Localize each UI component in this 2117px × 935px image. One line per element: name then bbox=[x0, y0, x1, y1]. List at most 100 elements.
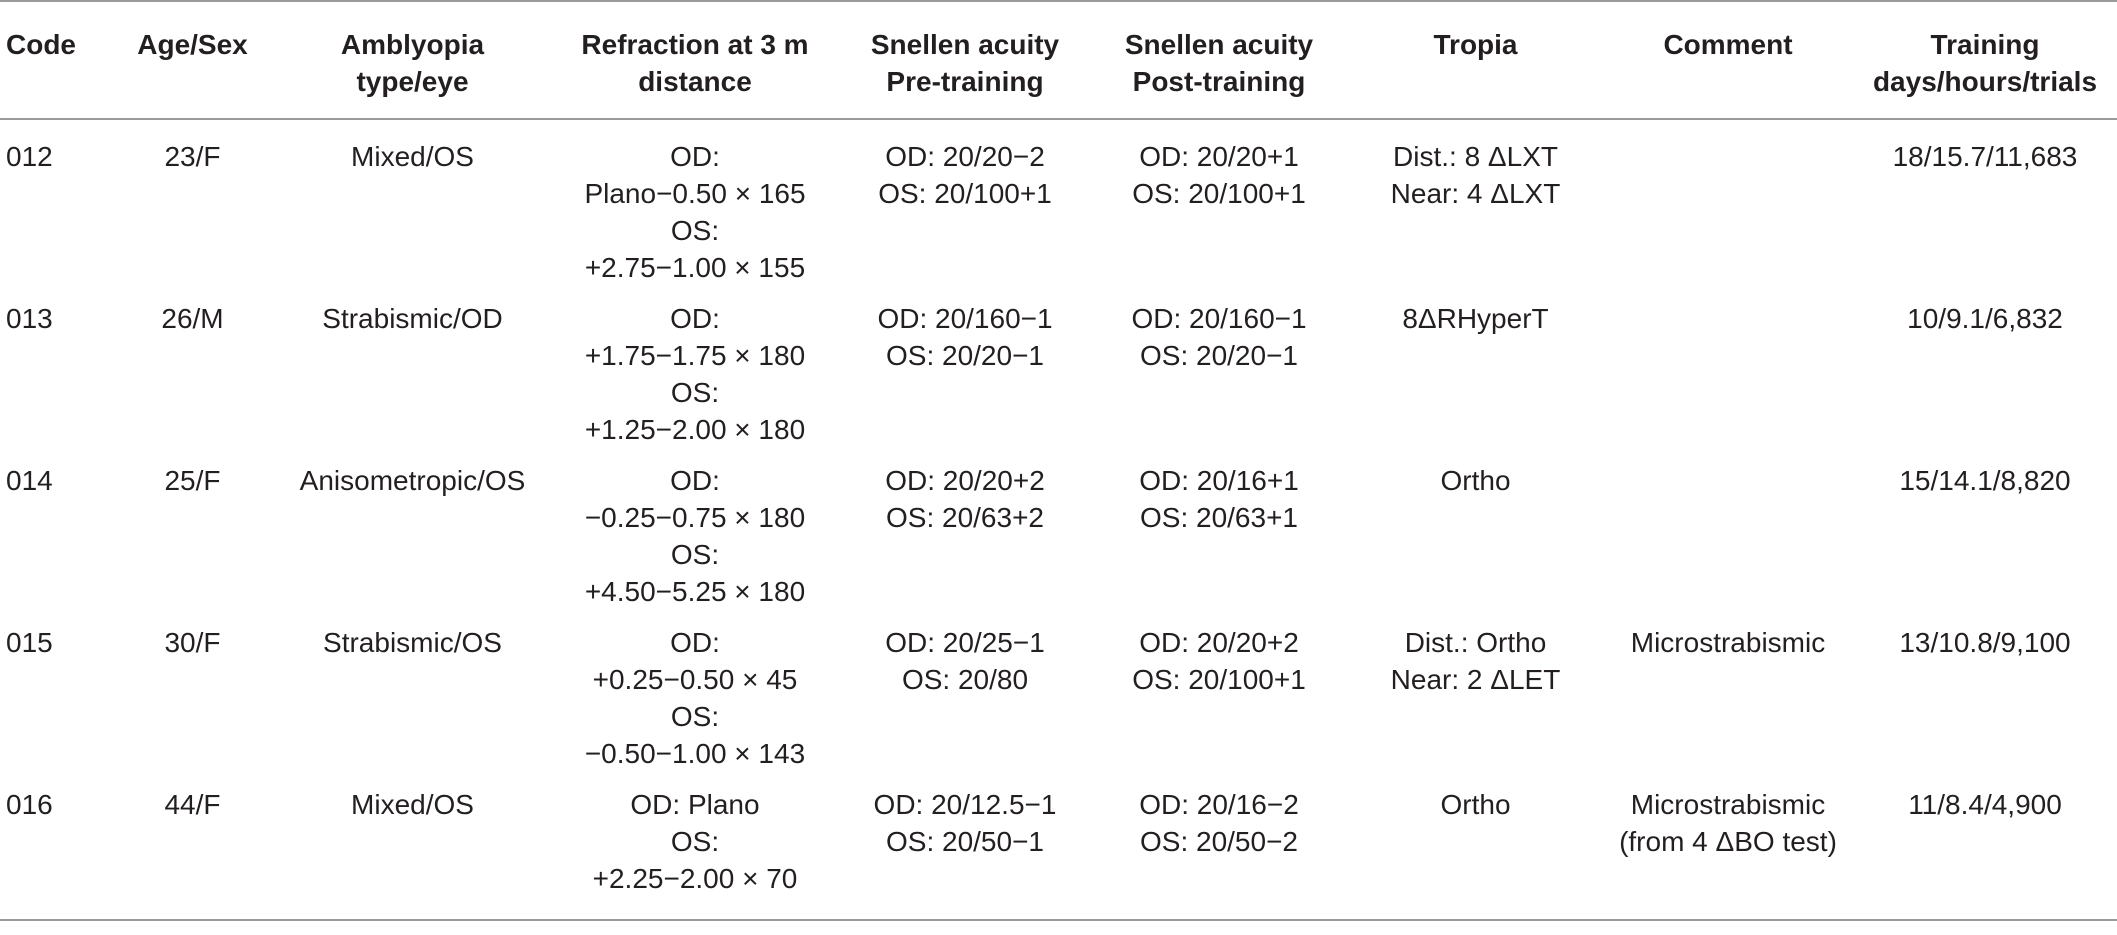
cell-refraction: OD: +0.25−0.50 × 45 OS: −0.50−1.00 × 143 bbox=[550, 624, 840, 786]
table-header: Code Age/Sex Amblyopia type/eye Refraction a… bbox=[0, 0, 2117, 120]
cell-text: 11/8.4/4,900 bbox=[1908, 789, 2062, 820]
cell-post-training: OD: 20/16−2 OS: 20/50−2 bbox=[1090, 786, 1348, 921]
cell-text: OD: 20/16−2 bbox=[1139, 789, 1299, 820]
cell-text: OS: bbox=[670, 701, 720, 732]
cell-text: Dist.: 8 ΔLXT bbox=[1393, 141, 1558, 172]
table-row: 013 26/M Strabismic/OD OD: +1.75−1.75 × 180 O… bbox=[0, 300, 2117, 462]
cell-text: OS: 20/63+2 bbox=[885, 502, 1044, 533]
cell-text: Strabismic/OD bbox=[322, 303, 503, 334]
cell-text: Mixed/OS bbox=[351, 141, 474, 172]
cell-text: Anisometropic/OS bbox=[299, 465, 526, 496]
column-header-training: Training days/hours/trials bbox=[1853, 0, 2117, 120]
cell-age-sex: 26/M bbox=[110, 300, 275, 462]
cell-text: OD: bbox=[670, 627, 720, 658]
cell-post-training: OD: 20/160−1 OS: 20/20−1 bbox=[1090, 300, 1348, 462]
cell-text: OS: bbox=[670, 215, 720, 246]
column-header-comment: Comment bbox=[1603, 0, 1853, 120]
cell-text: OD: 20/20+2 bbox=[1139, 627, 1299, 658]
cell-text: OD: bbox=[670, 303, 720, 334]
cell-text: OS: 20/100+1 bbox=[1132, 664, 1306, 695]
cell-amblyopia: Mixed/OS bbox=[275, 119, 550, 300]
cell-refraction: OD: Plano−0.50 × 165 OS: +2.75−1.00 × 155 bbox=[550, 119, 840, 300]
cell-age-sex: 30/F bbox=[110, 624, 275, 786]
column-header-text: Snellen acuity bbox=[1124, 29, 1314, 60]
cell-text: Microstrabismic bbox=[1630, 789, 1826, 820]
column-header-code: Code bbox=[0, 0, 110, 120]
cell-text: +0.25−0.50 × 45 bbox=[592, 664, 798, 695]
table-row: 012 23/F Mixed/OS OD: Plano−0.50 × 165 OS: +2.… bbox=[0, 119, 2117, 300]
cell-text: OS: bbox=[670, 826, 720, 857]
cell-text: 012 bbox=[6, 141, 53, 172]
cell-text: Mixed/OS bbox=[351, 789, 474, 820]
cell-text: OD: Plano bbox=[630, 789, 760, 820]
cell-text: OD: 20/25−1 bbox=[885, 627, 1045, 658]
cell-text: 15/14.1/8,820 bbox=[1899, 465, 2071, 496]
cell-refraction: OD: +1.75−1.75 × 180 OS: +1.25−2.00 × 180 bbox=[550, 300, 840, 462]
cell-text: 26/M bbox=[161, 303, 224, 334]
cell-post-training: OD: 20/16+1 OS: 20/63+1 bbox=[1090, 462, 1348, 624]
cell-text: 015 bbox=[6, 627, 53, 658]
cell-pre-training: OD: 20/20−2 OS: 20/100+1 bbox=[840, 119, 1090, 300]
cell-text: OS: 20/20−1 bbox=[885, 340, 1044, 371]
cell-text: OS: 20/80 bbox=[901, 664, 1029, 695]
cell-text: 13/10.8/9,100 bbox=[1899, 627, 2071, 658]
cell-text: Ortho bbox=[1440, 789, 1511, 820]
cell-code: 013 bbox=[0, 300, 110, 462]
cell-age-sex: 25/F bbox=[110, 462, 275, 624]
column-header-text: Pre-training bbox=[886, 66, 1044, 97]
cell-text: −0.50−1.00 × 143 bbox=[584, 738, 806, 769]
cell-text: OD: 20/20−2 bbox=[885, 141, 1045, 172]
cell-code: 012 bbox=[0, 119, 110, 300]
cell-text: 44/F bbox=[164, 789, 221, 820]
cell-tropia: Ortho bbox=[1348, 786, 1603, 921]
cell-text: OD: 20/20+2 bbox=[885, 465, 1045, 496]
cell-text: OS: 20/20−1 bbox=[1139, 340, 1298, 371]
cell-age-sex: 23/F bbox=[110, 119, 275, 300]
cell-text: 30/F bbox=[164, 627, 221, 658]
cell-training: 10/9.1/6,832 bbox=[1853, 300, 2117, 462]
cell-text: 014 bbox=[6, 465, 53, 496]
header-row: Code Age/Sex Amblyopia type/eye Refraction a… bbox=[0, 0, 2117, 120]
cell-text: Microstrabismic bbox=[1630, 627, 1826, 658]
cell-training: 15/14.1/8,820 bbox=[1853, 462, 2117, 624]
cell-training: 13/10.8/9,100 bbox=[1853, 624, 2117, 786]
cell-tropia: Dist.: Ortho Near: 2 ΔLET bbox=[1348, 624, 1603, 786]
column-header-text: Snellen acuity bbox=[870, 29, 1060, 60]
table-body: 012 23/F Mixed/OS OD: Plano−0.50 × 165 OS: +2.… bbox=[0, 119, 2117, 921]
table-row: 015 30/F Strabismic/OS OD: +0.25−0.50 × 45 OS… bbox=[0, 624, 2117, 786]
cell-comment bbox=[1603, 119, 1853, 300]
cell-text: 23/F bbox=[164, 141, 221, 172]
cell-text: OD: bbox=[670, 465, 720, 496]
cell-amblyopia: Anisometropic/OS bbox=[275, 462, 550, 624]
cell-text: OS: 20/50−2 bbox=[1139, 826, 1298, 857]
cell-text: Plano−0.50 × 165 bbox=[584, 178, 806, 209]
cell-text: Near: 4 ΔLXT bbox=[1390, 178, 1561, 209]
cell-code: 016 bbox=[0, 786, 110, 921]
cell-text: +4.50−5.25 × 180 bbox=[584, 576, 806, 607]
cell-text: +2.75−1.00 × 155 bbox=[584, 252, 806, 283]
cell-amblyopia: Strabismic/OS bbox=[275, 624, 550, 786]
cell-text: 8ΔRHyperT bbox=[1402, 303, 1549, 334]
cell-age-sex: 44/F bbox=[110, 786, 275, 921]
cell-pre-training: OD: 20/25−1 OS: 20/80 bbox=[840, 624, 1090, 786]
column-header-text: Age/Sex bbox=[137, 29, 248, 60]
cell-code: 015 bbox=[0, 624, 110, 786]
cell-text: 10/9.1/6,832 bbox=[1907, 303, 2063, 334]
cell-post-training: OD: 20/20+2 OS: 20/100+1 bbox=[1090, 624, 1348, 786]
column-header-amblyopia: Amblyopia type/eye bbox=[275, 0, 550, 120]
cell-tropia: 8ΔRHyperT bbox=[1348, 300, 1603, 462]
cell-amblyopia: Strabismic/OD bbox=[275, 300, 550, 462]
cell-text: OS: 20/100+1 bbox=[878, 178, 1052, 209]
table-row: 014 25/F Anisometropic/OS OD: −0.25−0.75 × 1… bbox=[0, 462, 2117, 624]
cell-text: 18/15.7/11,683 bbox=[1892, 141, 2078, 172]
cell-text: OD: 20/20+1 bbox=[1139, 141, 1299, 172]
cell-training: 11/8.4/4,900 bbox=[1853, 786, 2117, 921]
column-header-text: days/hours/trials bbox=[1872, 66, 2098, 97]
cell-refraction: OD: Plano OS: +2.25−2.00 × 70 bbox=[550, 786, 840, 921]
column-header-text: distance bbox=[638, 66, 752, 97]
column-header-text: type/eye bbox=[356, 66, 469, 97]
cell-text: (from 4 ΔBO test) bbox=[1619, 826, 1837, 857]
cell-text: +1.75−1.75 × 180 bbox=[584, 340, 806, 371]
column-header-text: Amblyopia bbox=[340, 29, 485, 60]
